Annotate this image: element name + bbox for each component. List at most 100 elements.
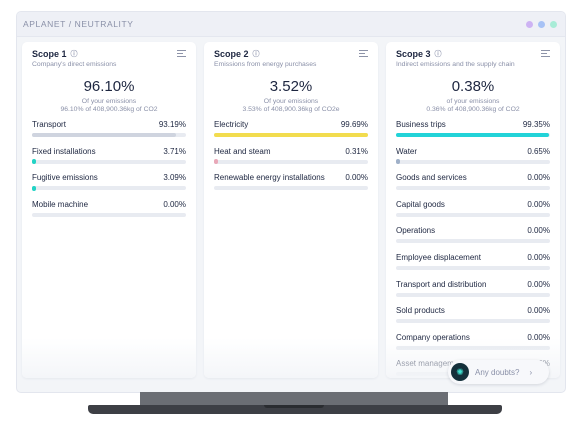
progress-fill [214, 159, 218, 165]
item-percent: 0.00% [527, 332, 550, 342]
item-percent: 0.00% [345, 173, 368, 183]
of-emissions-label: Of your emissions [81, 98, 137, 105]
card-subtitle: Indirect emissions and the supply chain [396, 61, 515, 68]
progress-fill [214, 133, 368, 137]
breakdown-item[interactable]: Sold products 0.00% [396, 306, 550, 324]
card-title: Scope 3 ⓘ [396, 49, 442, 59]
breakdown-list: Transport 93.19% Fixed installations 3.71% F… [32, 120, 186, 217]
breakdown-item[interactable]: Fugitive emissions 3.09% [32, 173, 186, 191]
item-percent: 0.31% [345, 146, 368, 156]
emissions-detail: 3.53% of 408,900.36kg of CO2e [242, 106, 340, 113]
progress-track [32, 133, 186, 137]
item-label: Renewable energy installations [214, 173, 325, 183]
laptop-base [88, 405, 502, 414]
laptop-notch [264, 405, 324, 408]
item-label: Electricity [214, 120, 249, 129]
item-percent: 0.00% [527, 226, 550, 236]
breakdown-item[interactable]: Electricity 99.69% [214, 120, 368, 137]
top-bar: APLANET / NEUTRALITY [17, 12, 565, 37]
item-percent: 93.19% [158, 120, 186, 129]
item-percent: 0.00% [527, 252, 550, 262]
breakdown-item[interactable]: Transport 93.19% [32, 120, 186, 137]
item-percent: 0.00% [527, 306, 550, 316]
breakdown-item[interactable]: Heat and steam 0.31% [214, 146, 368, 165]
breakdown-item[interactable]: Mobile machine 0.00% [32, 200, 186, 217]
progress-track [396, 345, 550, 350]
breakdown-item[interactable]: Capital goods 0.00% [396, 200, 550, 217]
item-label: Transport [32, 120, 66, 129]
mint-dot[interactable] [550, 20, 557, 28]
progress-track [214, 186, 368, 191]
breakdown-item[interactable]: Water 0.65% [396, 146, 550, 165]
card-subtitle: Company's direct emissions [32, 61, 117, 68]
help-button[interactable]: ✺ Any doubts? › [448, 360, 549, 384]
window-dots [526, 20, 557, 28]
progress-track [396, 186, 550, 191]
app-screen: APLANET / NEUTRALITY Scope 1 ⓘ Company's d… [17, 12, 565, 392]
violet-dot[interactable] [526, 20, 533, 28]
item-label: Employee displacement [396, 252, 481, 262]
progress-fill [32, 185, 36, 191]
scope-card-1: Scope 1 ⓘ Company's direct emissions 96.10%… [22, 42, 196, 378]
help-label: Any doubts? [475, 367, 520, 377]
breakdown-item[interactable]: Employee displacement 0.00% [396, 253, 550, 270]
blue-dot[interactable] [538, 20, 545, 28]
progress-track [214, 133, 368, 137]
item-label: Business trips [396, 120, 446, 129]
breakdown-item[interactable]: Fixed installations 3.71% [32, 146, 186, 165]
atom-icon: ✺ [451, 363, 469, 381]
export-icon[interactable] [177, 49, 186, 59]
item-label: Goods and services [396, 173, 467, 183]
progress-fill [32, 159, 36, 165]
progress-fill [396, 159, 400, 165]
item-label: Heat and steam [214, 146, 271, 156]
item-label: Transport and distribution [396, 279, 487, 289]
progress-track [396, 133, 550, 137]
item-percent: 0.65% [527, 146, 550, 156]
item-label: Fugitive emissions [32, 173, 98, 183]
item-percent: 3.09% [163, 173, 186, 183]
item-percent: 0.00% [527, 199, 550, 209]
progress-track [396, 319, 550, 324]
progress-fill [396, 133, 549, 137]
scope-percent: 3.52% [269, 78, 313, 95]
scope-card-3: Scope 3 ⓘ Indirect emissions and the suppl… [386, 42, 560, 378]
scope-cards: Scope 1 ⓘ Company's direct emissions 96.10%… [22, 42, 560, 378]
emissions-detail: 0.36% of 408,900.36kg of CO2 [426, 106, 520, 113]
scope-percent: 0.38% [451, 78, 495, 95]
card-header: Scope 3 ⓘ [396, 49, 550, 59]
progress-track [396, 239, 550, 244]
card-header: Scope 1 ⓘ [32, 49, 186, 59]
breakdown-item[interactable]: Business trips 99.35% [396, 120, 550, 137]
info-icon[interactable]: ⓘ [434, 51, 442, 58]
card-subtitle: Emissions from energy purchases [214, 61, 317, 68]
item-percent: 99.35% [522, 120, 550, 129]
progress-track [396, 212, 550, 217]
laptop-hinge [140, 392, 448, 405]
breakdown-item[interactable]: Transport and distribution 0.00% [396, 280, 550, 297]
card-title-text: Scope 3 [396, 49, 431, 59]
info-icon[interactable]: ⓘ [70, 51, 78, 58]
breakdown-list: Business trips 99.35% Water 0.65% Goods and … [396, 120, 550, 377]
progress-track [396, 292, 550, 297]
progress-track [396, 265, 550, 270]
info-icon[interactable]: ⓘ [252, 51, 260, 58]
progress-track [32, 159, 186, 165]
breakdown-item[interactable]: Goods and services 0.00% [396, 173, 550, 191]
item-label: Fixed installations [32, 146, 96, 156]
export-icon[interactable] [359, 49, 368, 59]
breakdown-item[interactable]: Operations 0.00% [396, 226, 550, 244]
breakdown-item[interactable]: Renewable energy installations 0.00% [214, 173, 368, 191]
item-label: Water [396, 146, 418, 156]
export-icon[interactable] [541, 49, 550, 59]
breadcrumb[interactable]: APLANET / NEUTRALITY [23, 19, 134, 29]
breakdown-item[interactable]: Company operations 0.00% [396, 333, 550, 350]
scope-card-2: Scope 2 ⓘ Emissions from energy purchases 3… [204, 42, 378, 378]
item-label: Company operations [396, 332, 470, 342]
card-title-text: Scope 1 [32, 49, 67, 59]
item-label: Capital goods [396, 199, 445, 209]
item-label: Mobile machine [32, 199, 89, 209]
item-label: Operations [396, 226, 436, 236]
item-percent: 0.00% [527, 173, 550, 183]
scope-percent: 96.10% [83, 78, 135, 95]
